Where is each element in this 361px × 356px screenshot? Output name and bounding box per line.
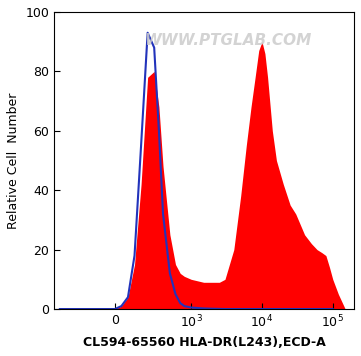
- X-axis label: CL594-65560 HLA-DR(L243),ECD-A: CL594-65560 HLA-DR(L243),ECD-A: [83, 336, 326, 349]
- Text: WWW.PTGLAB.COM: WWW.PTGLAB.COM: [144, 33, 312, 48]
- Y-axis label: Relative Cell  Number: Relative Cell Number: [7, 92, 20, 229]
